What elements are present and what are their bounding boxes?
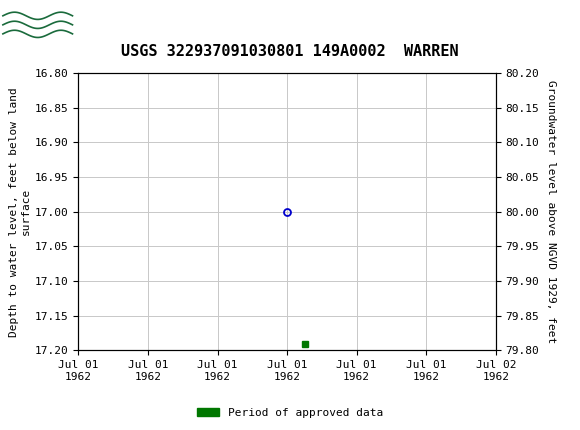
Y-axis label: Groundwater level above NGVD 1929, feet: Groundwater level above NGVD 1929, feet [546,80,556,344]
Legend: Period of approved data: Period of approved data [193,403,387,422]
Y-axis label: Depth to water level, feet below land
surface: Depth to water level, feet below land su… [9,87,31,337]
Text: USGS 322937091030801 149A0002  WARREN: USGS 322937091030801 149A0002 WARREN [121,44,459,59]
FancyBboxPatch shape [3,4,72,41]
Text: USGS: USGS [84,12,148,33]
